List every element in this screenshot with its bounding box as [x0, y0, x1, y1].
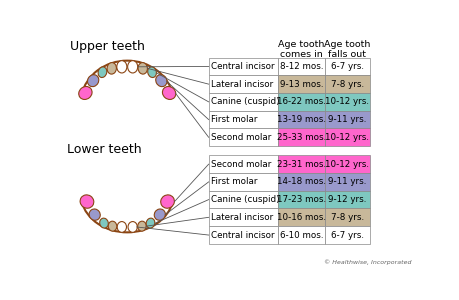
Bar: [208, 75, 278, 93]
Ellipse shape: [160, 195, 174, 208]
Ellipse shape: [87, 75, 99, 87]
Text: Central incisor: Central incisor: [211, 62, 274, 71]
Text: 14-18 mos.: 14-18 mos.: [276, 177, 325, 186]
Bar: [278, 173, 324, 191]
Bar: [208, 93, 278, 111]
Bar: [278, 58, 324, 75]
Text: 10-12 yrs.: 10-12 yrs.: [325, 97, 369, 106]
Text: Age tooth
comes in: Age tooth comes in: [278, 40, 324, 59]
Ellipse shape: [107, 63, 116, 74]
Bar: [208, 155, 278, 173]
Bar: [208, 58, 278, 75]
Text: 9-11 yrs.: 9-11 yrs.: [327, 115, 366, 124]
Bar: [324, 226, 369, 244]
Text: Canine (cuspid): Canine (cuspid): [211, 195, 279, 204]
Text: 7-8 yrs.: 7-8 yrs.: [330, 213, 363, 222]
Text: 17-23 mos.: 17-23 mos.: [276, 195, 325, 204]
Bar: [208, 191, 278, 208]
Text: 9-12 yrs.: 9-12 yrs.: [327, 195, 366, 204]
Ellipse shape: [100, 218, 108, 228]
Text: 25-33 mos.: 25-33 mos.: [276, 133, 325, 142]
Text: Lateral incisor: Lateral incisor: [211, 213, 273, 222]
Ellipse shape: [137, 221, 146, 231]
Bar: [208, 111, 278, 128]
Bar: [324, 58, 369, 75]
Bar: [278, 226, 324, 244]
Ellipse shape: [128, 222, 137, 232]
Ellipse shape: [127, 61, 137, 73]
Bar: [208, 208, 278, 226]
Text: 10-12 yrs.: 10-12 yrs.: [325, 133, 369, 142]
Bar: [278, 155, 324, 173]
Bar: [278, 93, 324, 111]
Text: 8-12 mos.: 8-12 mos.: [279, 62, 323, 71]
Text: 9-11 yrs.: 9-11 yrs.: [327, 177, 366, 186]
Bar: [208, 226, 278, 244]
Text: Upper teeth: Upper teeth: [70, 40, 145, 53]
Text: 10-12 yrs.: 10-12 yrs.: [325, 160, 369, 169]
Text: Lateral incisor: Lateral incisor: [211, 80, 273, 88]
Bar: [324, 75, 369, 93]
Bar: [208, 128, 278, 146]
Text: 16-22 mos.: 16-22 mos.: [277, 97, 325, 106]
Ellipse shape: [117, 222, 126, 232]
Bar: [208, 173, 278, 191]
Bar: [324, 173, 369, 191]
Ellipse shape: [162, 86, 175, 100]
Text: Canine (cuspid): Canine (cuspid): [211, 97, 279, 106]
Ellipse shape: [89, 209, 100, 220]
Bar: [324, 93, 369, 111]
Bar: [278, 191, 324, 208]
Bar: [324, 208, 369, 226]
Ellipse shape: [78, 86, 92, 100]
Text: First molar: First molar: [211, 177, 257, 186]
Bar: [324, 111, 369, 128]
Ellipse shape: [146, 218, 155, 228]
Ellipse shape: [147, 67, 156, 77]
Ellipse shape: [156, 75, 167, 87]
Text: 9-13 mos.: 9-13 mos.: [279, 80, 323, 88]
Text: Age tooth
falls out: Age tooth falls out: [324, 40, 370, 59]
Ellipse shape: [98, 67, 106, 77]
Text: Central incisor: Central incisor: [211, 230, 274, 239]
Text: 23-31 mos.: 23-31 mos.: [276, 160, 325, 169]
Text: First molar: First molar: [211, 115, 257, 124]
Text: © Healthwise, Incorporated: © Healthwise, Incorporated: [324, 259, 411, 265]
Text: Lower teeth: Lower teeth: [67, 143, 141, 156]
Bar: [278, 128, 324, 146]
Ellipse shape: [108, 221, 117, 231]
Ellipse shape: [138, 63, 147, 74]
Bar: [278, 208, 324, 226]
Text: 6-7 yrs.: 6-7 yrs.: [330, 230, 363, 239]
Text: 6-7 yrs.: 6-7 yrs.: [330, 62, 363, 71]
Ellipse shape: [154, 209, 165, 220]
Bar: [324, 128, 369, 146]
Text: 7-8 yrs.: 7-8 yrs.: [330, 80, 363, 88]
Text: 10-16 mos.: 10-16 mos.: [276, 213, 325, 222]
Bar: [324, 191, 369, 208]
Bar: [324, 155, 369, 173]
Text: 6-10 mos.: 6-10 mos.: [279, 230, 323, 239]
Text: Second molar: Second molar: [211, 160, 271, 169]
Bar: [278, 75, 324, 93]
Bar: [278, 111, 324, 128]
Text: 13-19 mos.: 13-19 mos.: [276, 115, 325, 124]
Ellipse shape: [117, 61, 127, 73]
Text: Second molar: Second molar: [211, 133, 271, 142]
Ellipse shape: [80, 195, 94, 208]
